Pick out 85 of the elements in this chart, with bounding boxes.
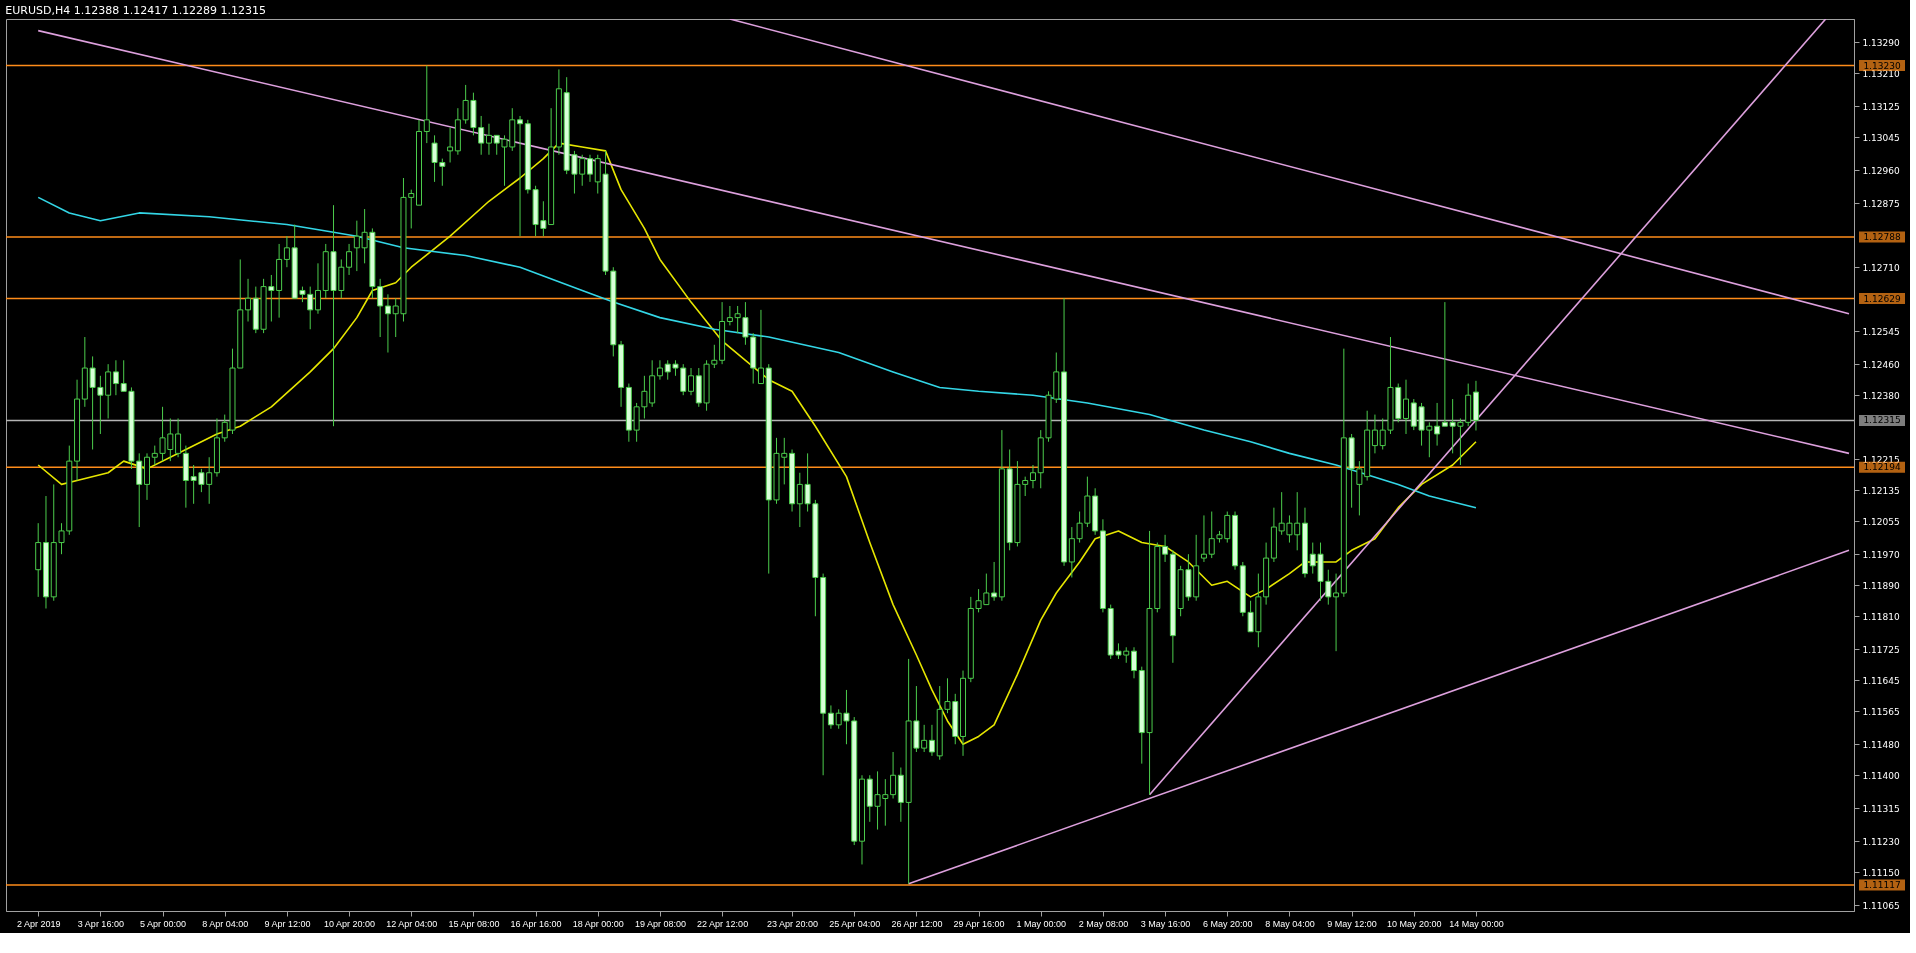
y-tick-label: 1.12135 [1862,485,1900,496]
y-tick-label: 1.11230 [1862,836,1900,847]
x-tick-label: 12 Apr 04:00 [386,918,438,929]
candlestick [245,278,252,322]
y-tick-label: 1.13210 [1862,68,1900,79]
y-tick-label: 1.13290 [1862,37,1900,48]
ref-line-label: 1.12629 [1863,293,1901,304]
y-tick-label: 1.12380 [1862,390,1900,401]
ref-line-label: 1.12788 [1863,231,1901,242]
candlestick [890,751,897,800]
x-tick-label: 18 Apr 00:00 [572,918,624,929]
y-tick-label: 1.12460 [1862,359,1900,370]
x-tick-label: 10 May 20:00 [1387,918,1442,929]
x-tick-label: 9 Apr 12:00 [264,918,311,929]
x-tick-label: 5 Apr 00:00 [140,918,187,929]
y-tick-label: 1.13045 [1862,132,1900,143]
x-tick-label: 2 May 08:00 [1078,918,1129,929]
x-tick-label: 22 Apr 12:00 [697,918,749,929]
line-series [37,142,1477,746]
candlestick [447,127,454,163]
candlestick [928,724,935,757]
x-tick-label: 26 Apr 12:00 [891,918,943,929]
x-tick-label: 1 May 00:00 [1016,918,1067,929]
y-tick-label: 1.12875 [1862,198,1900,209]
candlestick [1162,534,1169,563]
x-tick-label: 9 May 12:00 [1327,918,1377,929]
y-tick-label: 1.11645 [1862,675,1900,686]
x-tick-label: 8 May 04:00 [1265,918,1315,929]
x-tick-label: 2 Apr 2019 [16,918,61,929]
y-tick-label: 1.12545 [1862,326,1900,337]
candlestick [656,359,663,381]
y-tick-label: 1.11565 [1862,706,1900,717]
x-tick-label: 29 Apr 16:00 [953,918,1005,929]
candlestick [314,262,321,315]
y-tick-label: 1.11315 [1862,803,1900,814]
y-tick-label: 1.11890 [1862,580,1900,591]
x-tick-label: 10 Apr 20:00 [324,918,376,929]
x-tick-label: 16 Apr 16:00 [510,918,562,929]
candlestick [991,561,998,602]
candlestick [346,243,353,276]
y-tick-label: 1.12055 [1862,516,1900,527]
y-tick-label: 1.11065 [1862,900,1900,911]
ref-line-label: 1.12194 [1863,462,1901,473]
ref-line-label: 1.13230 [1863,60,1901,71]
ref-line-label: 1.11117 [1863,880,1901,891]
x-tick-label: 15 Apr 08:00 [448,918,500,929]
candlestick [384,293,391,354]
y-tick-label: 1.11150 [1862,867,1900,878]
candlestick [586,154,593,183]
candlestick [175,417,182,458]
candlestick [1333,573,1340,652]
y-tick-label: 1.11810 [1862,611,1900,622]
x-tick-label: 23 Apr 20:00 [767,918,819,929]
candlestick [112,359,119,396]
candlestick [283,235,290,268]
ref-line-label: 1.12315 [1863,415,1901,426]
line-series [37,196,1477,509]
chart-title: EURUSD,H4 1.12388 1.12417 1.12289 1.12315 [5,4,267,17]
candlestick [726,305,733,326]
candlestick [485,123,492,156]
y-tick-label: 1.12960 [1862,165,1900,176]
candlestick [1403,379,1410,435]
y-tick-label: 1.11400 [1862,770,1900,781]
candlestick [688,367,695,396]
x-tick-label: 14 May 00:00 [1449,918,1504,929]
x-tick-label: 3 Apr 16:00 [77,918,124,929]
y-tick-label: 1.11725 [1862,644,1900,655]
candlestick [1029,464,1036,489]
y-tick-label: 1.11970 [1862,549,1900,560]
candlestick [1371,414,1378,454]
x-tick-label: 25 Apr 04:00 [829,918,881,929]
candlestick [1131,646,1138,679]
candlestick [1200,514,1207,563]
y-tick-label: 1.12710 [1862,262,1900,273]
x-tick-label: 19 Apr 08:00 [634,918,686,929]
candlestick [757,309,764,385]
y-tick-label: 1.11480 [1862,739,1900,750]
candlestick [517,115,524,237]
x-tick-label: 6 May 20:00 [1203,918,1253,929]
candlestick [827,704,834,730]
x-tick-label: 3 May 16:00 [1140,918,1191,929]
x-tick-label: 8 Apr 04:00 [202,918,249,929]
candlestick [1434,402,1441,447]
y-tick-label: 1.13125 [1862,101,1900,112]
candlestick [423,65,430,144]
